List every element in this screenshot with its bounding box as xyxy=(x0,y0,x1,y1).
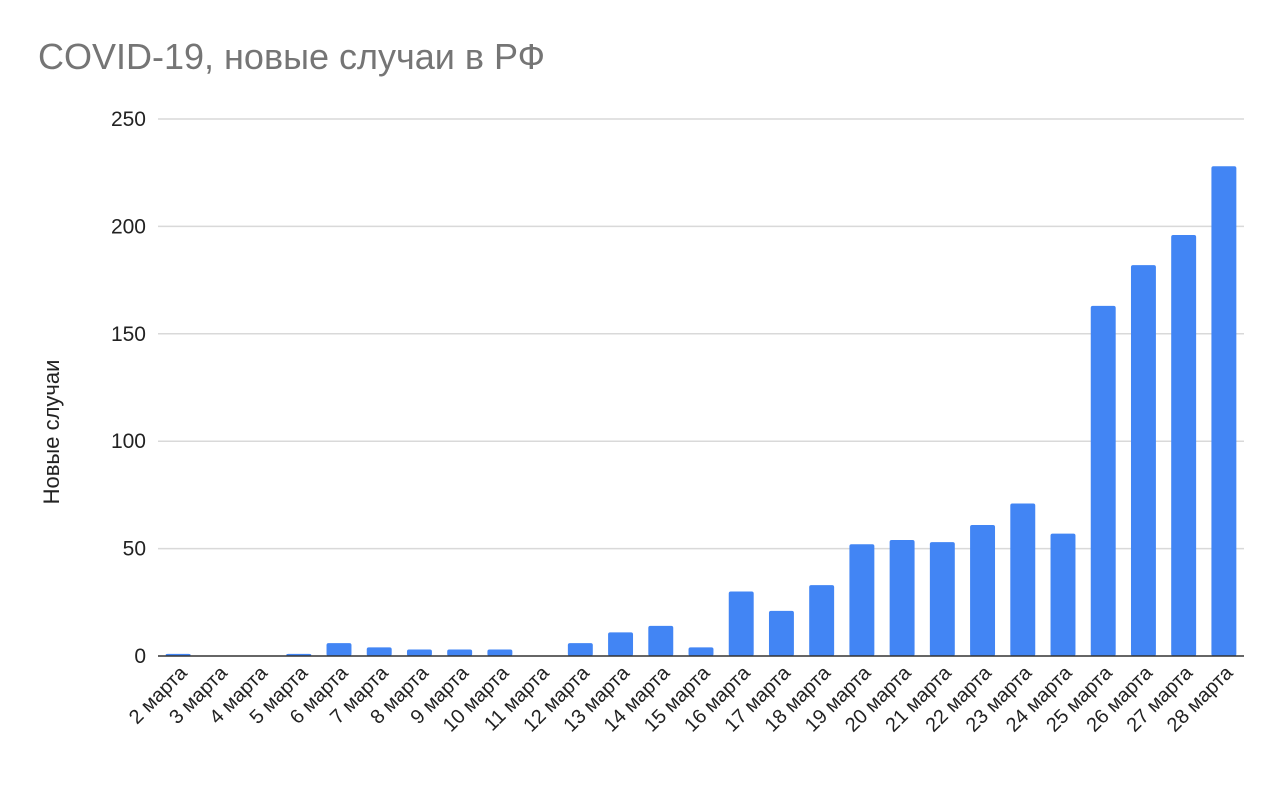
bar xyxy=(326,643,352,656)
bars xyxy=(165,166,1237,657)
y-tick-label: 100 xyxy=(111,430,146,453)
bar xyxy=(447,649,473,656)
y-tick-label: 150 xyxy=(111,323,146,346)
bar xyxy=(970,524,996,656)
bar xyxy=(648,625,674,656)
bar xyxy=(406,649,432,656)
y-axis-ticks: 0 50 100 150 200 250 xyxy=(111,108,146,668)
bar xyxy=(1090,305,1116,656)
bar xyxy=(608,632,634,656)
bar xyxy=(1130,265,1156,656)
bar xyxy=(366,647,392,656)
y-tick-label: 250 xyxy=(111,108,146,131)
bar xyxy=(889,540,915,656)
chart-title: COVID-19, новые случаи в РФ xyxy=(38,36,545,77)
y-tick-label: 200 xyxy=(111,215,146,238)
y-tick-label: 0 xyxy=(134,645,146,668)
bar xyxy=(1171,234,1197,656)
bar xyxy=(688,647,714,656)
bar xyxy=(567,643,593,656)
bar xyxy=(1211,166,1237,657)
bar xyxy=(728,591,754,656)
bar xyxy=(849,544,875,656)
y-tick-label: 50 xyxy=(123,538,146,561)
bar xyxy=(929,542,955,656)
bar xyxy=(809,585,835,656)
bar xyxy=(1050,533,1076,656)
gridlines xyxy=(158,118,1244,550)
bar xyxy=(487,649,513,656)
bar xyxy=(1010,503,1036,656)
bar xyxy=(768,610,794,656)
